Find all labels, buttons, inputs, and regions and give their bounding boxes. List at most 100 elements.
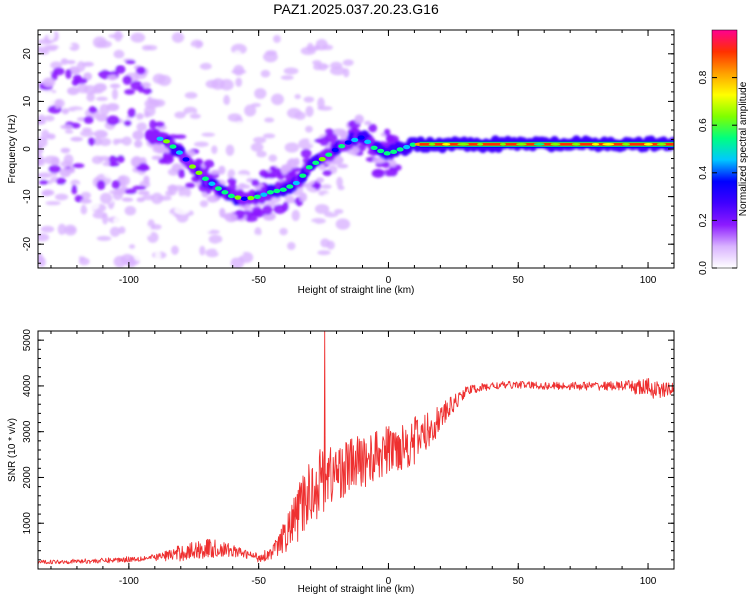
noise-blob — [144, 225, 152, 237]
noise-blob — [337, 163, 349, 169]
noise-blob — [210, 169, 222, 175]
noise-blob — [60, 124, 73, 130]
noise-blob — [39, 179, 49, 185]
noise-blob — [206, 195, 219, 203]
noise-blob — [262, 205, 273, 215]
noise-blob — [220, 89, 234, 98]
noise-blob — [171, 32, 185, 43]
noise-blob — [57, 223, 67, 236]
noise-blob — [199, 200, 209, 208]
noise-blob — [291, 209, 300, 222]
noise-blob — [368, 123, 378, 133]
noise-blob — [60, 58, 69, 65]
noise-blob — [259, 169, 268, 178]
noise-blob — [230, 257, 245, 268]
spectral-ridge — [156, 135, 674, 201]
x-tick-label: -50 — [251, 576, 266, 587]
colorbar-ticks: 0.0 0.2 0.4 0.6 0.8 — [698, 70, 737, 275]
noise-blob — [78, 251, 88, 257]
noise-blob — [71, 236, 82, 247]
ridge-band-detail — [622, 143, 631, 146]
noise-blob — [124, 89, 136, 95]
noise-blob — [92, 211, 107, 219]
x-tick-label: 0 — [386, 275, 392, 286]
noise-blob — [149, 119, 157, 130]
noise-blob — [227, 113, 242, 122]
noise-blob — [224, 212, 238, 223]
noise-blob — [283, 67, 299, 75]
noise-blob — [80, 198, 92, 204]
spectrogram-xlabel: Height of straight line (km) — [298, 285, 415, 296]
snr-plot-area — [38, 331, 674, 569]
noise-blob — [111, 88, 119, 100]
noise-blob — [82, 127, 92, 133]
ridge-core — [253, 194, 261, 200]
noise-blob — [125, 60, 136, 65]
noise-blob — [72, 163, 85, 169]
noise-blob — [46, 133, 56, 140]
noise-blob — [330, 61, 343, 70]
y-tick-label: 3000 — [22, 420, 33, 443]
noise-blob — [334, 201, 347, 207]
noise-blob — [233, 64, 245, 76]
noise-blob — [285, 38, 299, 45]
noise-blob — [71, 184, 78, 195]
noise-blob — [388, 166, 398, 177]
noise-blob — [286, 159, 298, 169]
noise-blob — [59, 90, 67, 96]
noise-blob — [254, 88, 267, 99]
noise-blob — [68, 66, 80, 75]
noise-blob — [68, 52, 80, 61]
noise-blob — [121, 197, 134, 202]
noise-blob — [193, 141, 209, 147]
noise-blob — [371, 168, 385, 178]
noise-blob — [195, 41, 203, 47]
noise-blob — [68, 166, 76, 174]
noise-blob — [364, 120, 372, 126]
ridge-core — [338, 143, 346, 149]
noise-blob — [203, 159, 215, 168]
colorbar-tick-label: 0.6 — [698, 118, 709, 132]
noise-blob — [115, 138, 124, 144]
noise-blob — [171, 245, 179, 255]
noise-blob — [251, 206, 262, 216]
noise-blob — [96, 180, 106, 191]
noise-blob — [205, 248, 220, 258]
ridge-core — [377, 148, 385, 154]
noise-blob — [65, 68, 72, 79]
ridge-core — [169, 144, 177, 149]
ridge-core — [305, 165, 313, 170]
noise-blob — [141, 45, 152, 51]
noise-blob — [320, 238, 330, 248]
noise-blob — [201, 132, 216, 137]
y-tick-label: 10 — [22, 95, 33, 107]
noise-blob — [244, 104, 257, 117]
noise-blob — [107, 74, 118, 81]
ridge-core — [357, 135, 365, 140]
noise-blob — [50, 246, 64, 257]
x-tick-label: -100 — [119, 576, 139, 587]
noise-blob — [342, 59, 354, 66]
noise-blob — [299, 61, 314, 67]
y-tick-label: 5000 — [22, 329, 33, 352]
noise-blob — [106, 103, 120, 112]
noise-blob — [45, 46, 58, 52]
noise-blob — [38, 233, 50, 242]
noise-blob — [132, 185, 147, 190]
spectrogram-y-axis: -20 -10 0 10 20 — [22, 34, 674, 264]
noise-blob — [205, 79, 219, 89]
noise-blob — [99, 138, 112, 147]
noise-blob — [189, 113, 201, 119]
ridge-band-detail — [571, 143, 581, 146]
noise-blob — [215, 158, 228, 165]
noise-blob — [80, 204, 88, 215]
noise-blob — [99, 192, 113, 204]
noise-blob — [301, 87, 314, 99]
noise-blob — [67, 86, 80, 96]
noise-blob — [269, 170, 282, 178]
noise-blob — [46, 179, 53, 185]
ridge-band — [419, 142, 674, 146]
noise-blob — [54, 193, 69, 201]
noise-blob — [137, 190, 150, 196]
